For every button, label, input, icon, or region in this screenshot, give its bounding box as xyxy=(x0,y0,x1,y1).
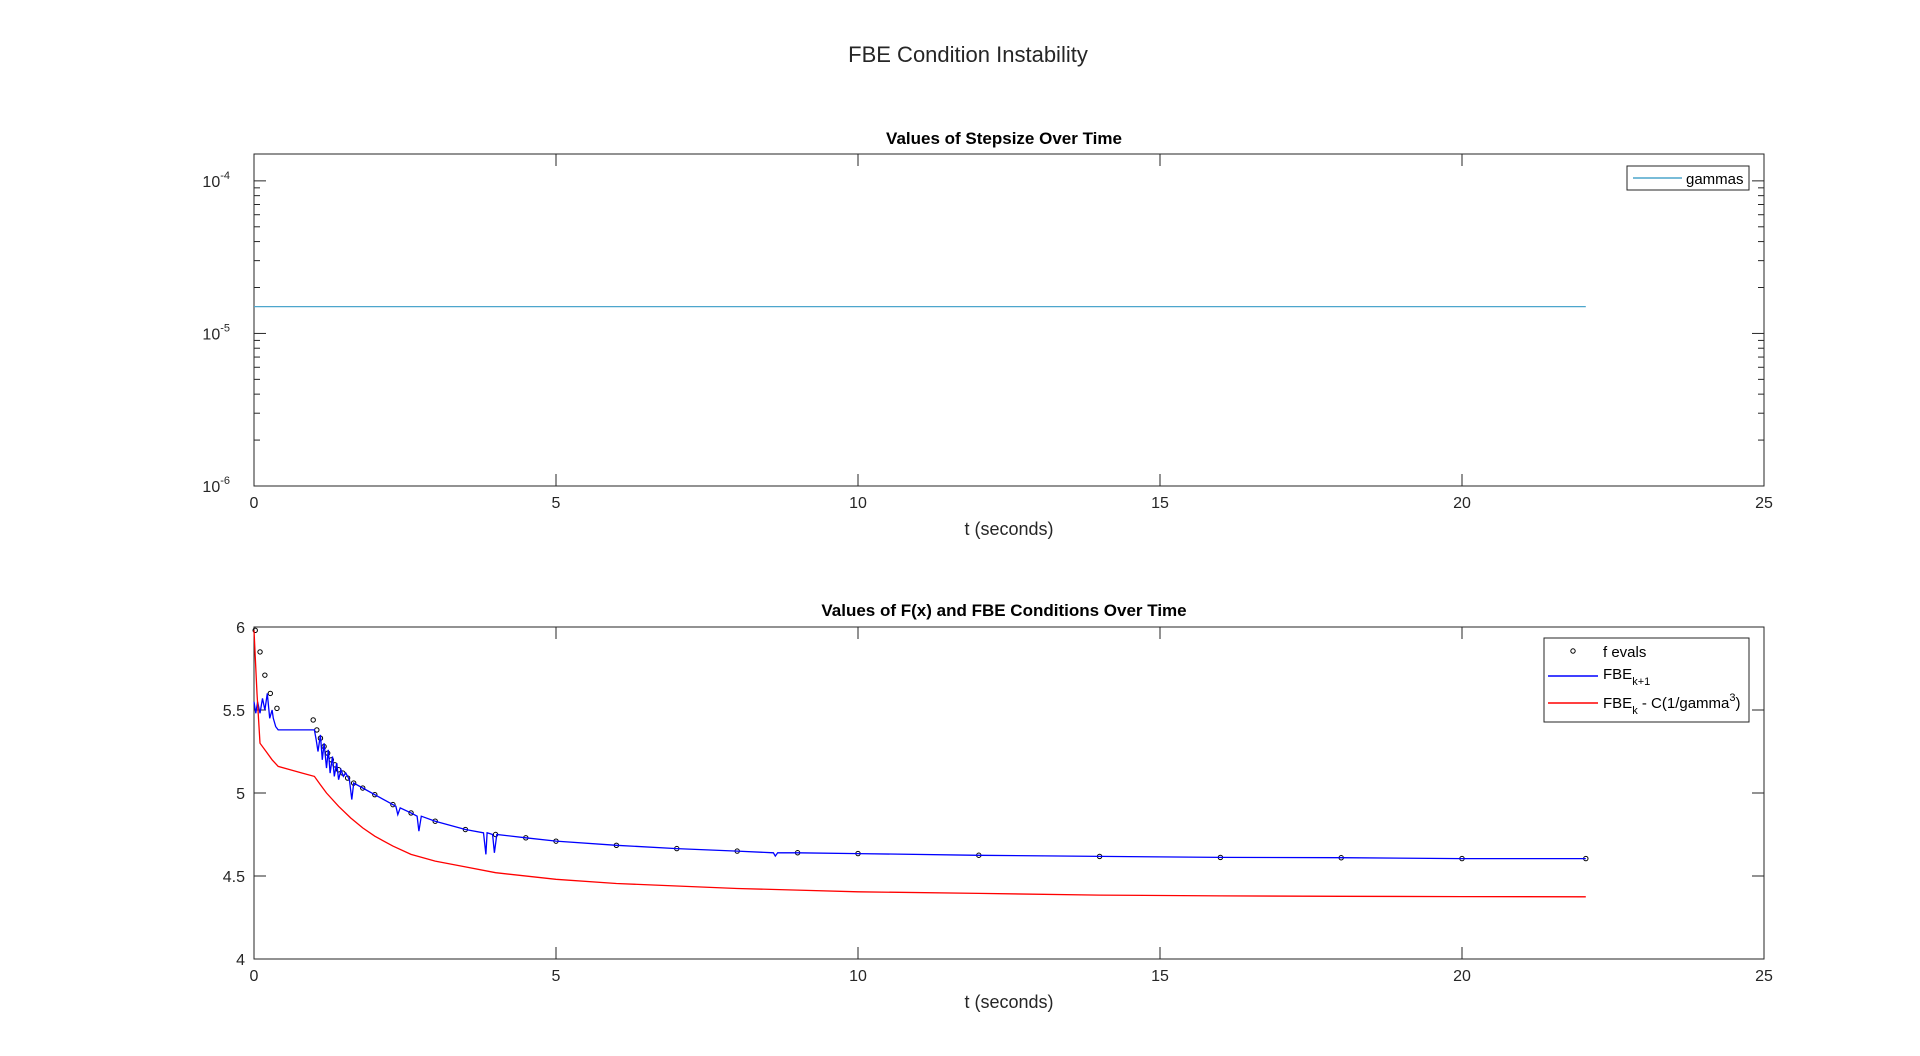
fbe-series-0-point xyxy=(262,672,268,678)
legend-marker-f-evals xyxy=(1570,648,1576,654)
stepsize-legend: gammas xyxy=(1626,165,1750,191)
fbe-xtick-label: 0 xyxy=(250,968,259,985)
fbe-series-0-point xyxy=(257,649,263,655)
fbe-legend: f evals FBEk+1 FBEk - C(1/gamma3) xyxy=(1543,637,1750,723)
fbe-xtick-label: 25 xyxy=(1755,968,1773,985)
fbe-series xyxy=(252,627,1589,898)
legend-label-f-evals: f evals xyxy=(1603,644,1646,661)
fbe-series-0-point xyxy=(360,785,366,791)
fbe-x-axis-label: t (seconds) xyxy=(964,992,1053,1012)
fbe-ytick-label: 6 xyxy=(236,620,245,637)
fbe-ytick-label: 4.5 xyxy=(223,869,245,886)
fbe-chart-title: Values of F(x) and FBE Conditions Over T… xyxy=(821,601,1186,620)
figure-suptitle: FBE Condition Instability xyxy=(848,42,1088,67)
fbe-series-0-point xyxy=(252,627,258,634)
stepsize-ticks: 0 5 10 15 20 25 10-6 10-5 10-4 xyxy=(202,154,1773,512)
legend-label-gammas: gammas xyxy=(1686,171,1744,188)
fbe-series-0-point xyxy=(390,801,396,808)
fbe-series-2-line xyxy=(253,630,1586,898)
fbe-series-0-point xyxy=(274,705,280,712)
fbe-xtick-label: 5 xyxy=(552,968,561,985)
fbe-ytick-label: 5.5 xyxy=(223,703,245,720)
fbe-xtick-label: 20 xyxy=(1453,968,1471,985)
fbe-series-0-point xyxy=(267,690,274,697)
fbe-ytick-label: 4 xyxy=(236,952,245,969)
stepsize-xtick-label: 25 xyxy=(1755,495,1773,512)
legend-label-fbe-k-condition: FBEk - C(1/gamma3) xyxy=(1603,692,1741,717)
stepsize-ytick-label: 10-5 xyxy=(202,322,230,343)
stepsize-subplot: Values of Stepsize Over Time 0 5 10 15 20 25 1… xyxy=(202,129,1773,539)
fbe-xtick-label: 10 xyxy=(849,968,867,985)
fbe-series-1-line xyxy=(253,693,1586,860)
fbe-xtick-label: 15 xyxy=(1151,968,1169,985)
stepsize-xtick-label: 10 xyxy=(849,495,867,512)
fbe-ytick-label: 5 xyxy=(236,786,245,803)
fbe-series-0-point xyxy=(310,717,316,723)
stepsize-x-axis-label: t (seconds) xyxy=(964,519,1053,539)
fbe-ticks: 0 5 10 15 20 25 4 4.5 5 5.5 6 xyxy=(223,620,1773,985)
stepsize-xtick-label: 20 xyxy=(1453,495,1471,512)
stepsize-axes-box xyxy=(253,153,1765,487)
legend-label-fbe-k1: FBEk+1 xyxy=(1603,666,1650,688)
stepsize-xtick-label: 0 xyxy=(250,495,259,512)
stepsize-xtick-label: 5 xyxy=(552,495,561,512)
fbe-series-0-point xyxy=(408,810,414,816)
stepsize-xtick-label: 15 xyxy=(1151,495,1169,512)
fbe-legend-box xyxy=(1543,637,1750,723)
fbe-subplot: Values of F(x) and FBE Conditions Over T… xyxy=(223,601,1773,1012)
stepsize-chart-title: Values of Stepsize Over Time xyxy=(886,129,1122,148)
fbe-axes-box xyxy=(253,626,1765,960)
stepsize-ytick-label: 10-6 xyxy=(202,475,230,496)
stepsize-ytick-label: 10-4 xyxy=(202,170,230,191)
fbe-series-0-point xyxy=(372,791,378,798)
